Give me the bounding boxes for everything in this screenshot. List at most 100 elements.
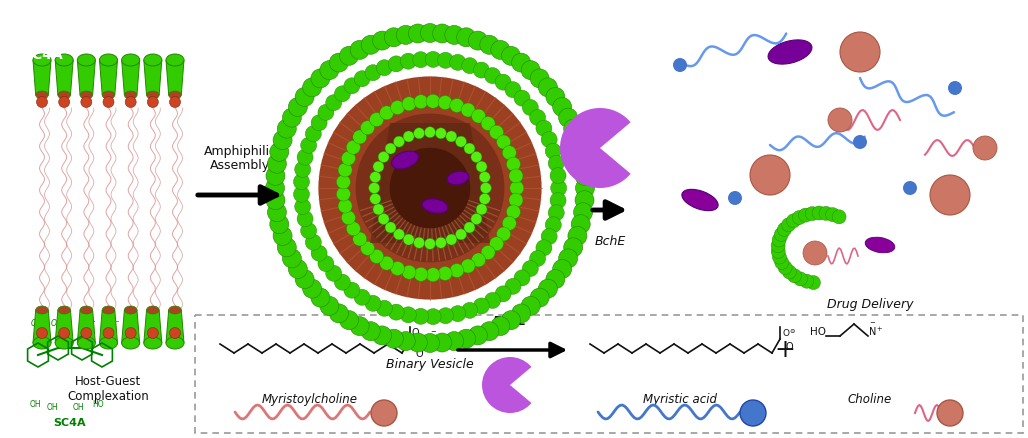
- Circle shape: [450, 264, 464, 278]
- Ellipse shape: [768, 40, 812, 64]
- Circle shape: [300, 137, 317, 153]
- Circle shape: [372, 31, 392, 50]
- Circle shape: [305, 126, 322, 142]
- Circle shape: [522, 261, 539, 276]
- Circle shape: [840, 32, 880, 72]
- Circle shape: [436, 128, 446, 139]
- Circle shape: [278, 238, 296, 257]
- Polygon shape: [370, 123, 490, 243]
- Circle shape: [170, 328, 181, 339]
- Circle shape: [391, 100, 404, 114]
- Polygon shape: [144, 310, 161, 343]
- Circle shape: [414, 95, 428, 109]
- Circle shape: [476, 204, 487, 215]
- Circle shape: [806, 276, 820, 290]
- Circle shape: [455, 136, 467, 147]
- Circle shape: [412, 308, 429, 324]
- Circle shape: [59, 96, 70, 107]
- Circle shape: [354, 71, 370, 87]
- Circle shape: [787, 269, 802, 283]
- Circle shape: [338, 199, 353, 213]
- Circle shape: [484, 293, 501, 308]
- Circle shape: [445, 25, 464, 44]
- Circle shape: [548, 155, 564, 171]
- Ellipse shape: [77, 54, 96, 66]
- Circle shape: [318, 104, 334, 120]
- Circle shape: [461, 259, 475, 273]
- Circle shape: [59, 328, 70, 339]
- Ellipse shape: [423, 199, 448, 213]
- Circle shape: [793, 211, 806, 225]
- Circle shape: [389, 56, 404, 72]
- Ellipse shape: [392, 151, 418, 169]
- Circle shape: [567, 226, 587, 245]
- Circle shape: [476, 161, 487, 172]
- Circle shape: [384, 329, 403, 348]
- Circle shape: [545, 217, 561, 233]
- Circle shape: [400, 307, 416, 323]
- Circle shape: [269, 215, 289, 234]
- Ellipse shape: [121, 337, 140, 349]
- Text: Myristoylcholine: Myristoylcholine: [262, 393, 358, 406]
- Circle shape: [482, 357, 538, 413]
- Text: O: O: [412, 328, 419, 338]
- Circle shape: [550, 168, 566, 184]
- Circle shape: [825, 208, 840, 222]
- Circle shape: [426, 268, 440, 282]
- Text: $SO_3^-$: $SO_3^-$: [78, 318, 97, 332]
- Text: Host-Guest
Complexation: Host-Guest Complexation: [67, 375, 149, 403]
- Ellipse shape: [33, 337, 51, 349]
- Circle shape: [125, 96, 136, 107]
- Circle shape: [125, 328, 136, 339]
- Circle shape: [295, 88, 315, 106]
- Circle shape: [521, 60, 540, 80]
- Text: HO: HO: [810, 327, 827, 337]
- Circle shape: [425, 127, 436, 138]
- Circle shape: [267, 154, 287, 173]
- Circle shape: [484, 67, 501, 84]
- Text: HO: HO: [93, 400, 104, 409]
- Circle shape: [372, 326, 392, 345]
- Circle shape: [344, 78, 360, 94]
- Ellipse shape: [100, 54, 117, 66]
- Circle shape: [473, 62, 489, 78]
- Circle shape: [386, 222, 396, 233]
- Circle shape: [283, 249, 301, 268]
- Circle shape: [361, 121, 374, 135]
- Ellipse shape: [144, 54, 161, 66]
- Ellipse shape: [166, 54, 184, 66]
- Circle shape: [288, 259, 307, 279]
- Polygon shape: [121, 60, 140, 95]
- Text: SC4A: SC4A: [53, 418, 86, 428]
- Ellipse shape: [147, 91, 159, 99]
- Circle shape: [481, 246, 495, 259]
- Circle shape: [832, 210, 846, 224]
- Text: $O_3S$: $O_3S$: [30, 318, 46, 331]
- Circle shape: [576, 179, 594, 198]
- Ellipse shape: [80, 306, 93, 314]
- Circle shape: [514, 90, 530, 106]
- Ellipse shape: [124, 306, 137, 314]
- Circle shape: [396, 332, 415, 350]
- Circle shape: [772, 250, 786, 264]
- Text: $O_3S$: $O_3S$: [50, 318, 66, 331]
- Circle shape: [37, 96, 47, 107]
- Circle shape: [574, 203, 592, 222]
- Ellipse shape: [56, 54, 73, 66]
- Ellipse shape: [100, 337, 117, 349]
- Circle shape: [408, 333, 428, 352]
- Circle shape: [553, 259, 572, 279]
- Polygon shape: [56, 310, 73, 343]
- Circle shape: [420, 24, 440, 42]
- Circle shape: [503, 146, 516, 160]
- Ellipse shape: [58, 91, 71, 99]
- Circle shape: [539, 279, 557, 298]
- Circle shape: [772, 233, 786, 247]
- Circle shape: [402, 265, 416, 279]
- Circle shape: [318, 256, 334, 272]
- Text: BchE: BchE: [594, 235, 626, 248]
- Circle shape: [541, 229, 557, 244]
- Polygon shape: [166, 60, 184, 95]
- Circle shape: [344, 282, 360, 298]
- Circle shape: [450, 99, 464, 113]
